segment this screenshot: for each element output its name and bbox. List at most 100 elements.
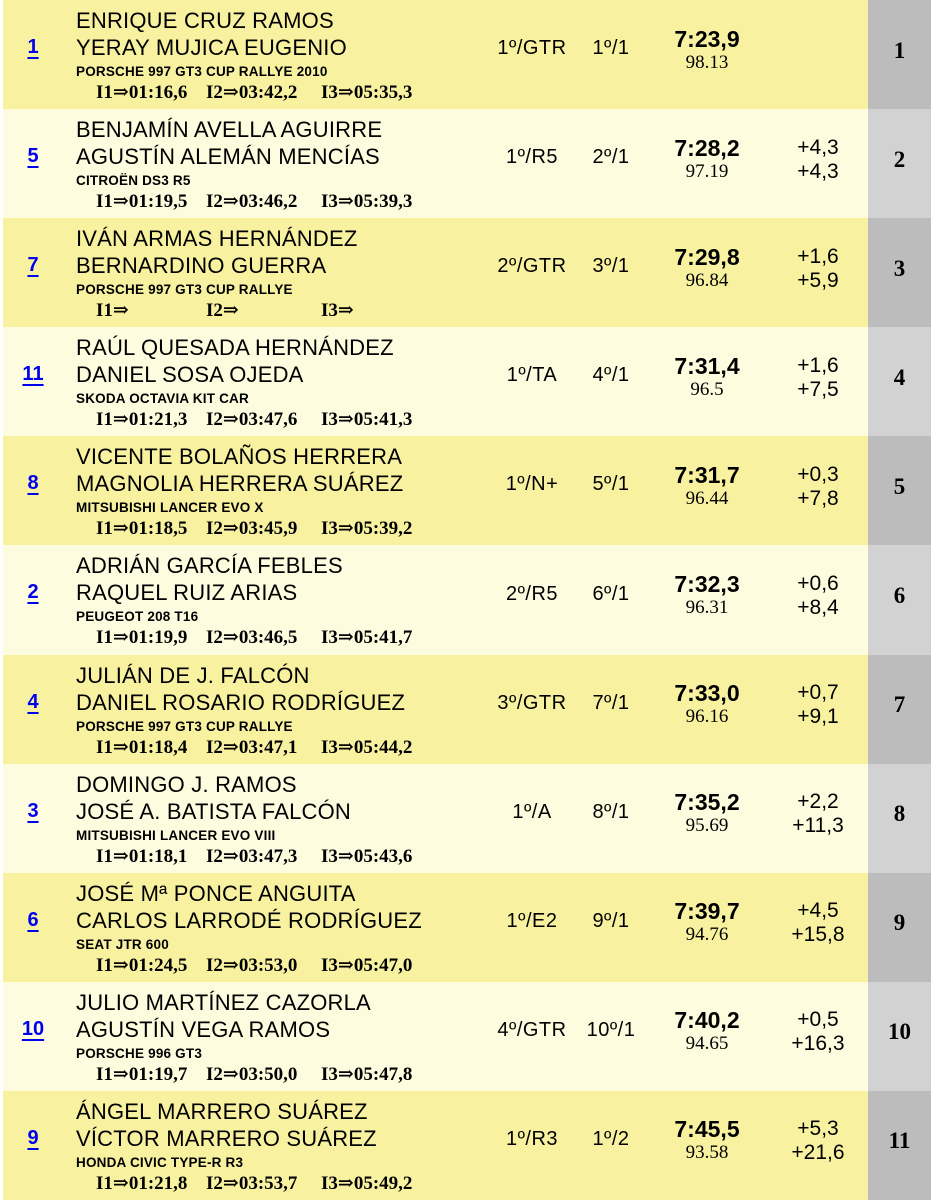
intermediate-i1: I1⇒01:19,9 <box>96 627 188 649</box>
stage-time: 7:39,7 <box>674 898 740 925</box>
driver-name: IVÁN ARMAS HERNÁNDEZ <box>76 226 358 252</box>
group-position: 6º/1 <box>576 545 646 655</box>
car-number-link[interactable]: 7 <box>27 254 39 277</box>
car-number-link[interactable]: 9 <box>27 1126 39 1149</box>
car-number-link[interactable]: 6 <box>27 908 39 931</box>
result-row: 4 JULIÁN DE J. FALCÓN DANIEL ROSARIO ROD… <box>3 654 931 764</box>
crew-cell: BENJAMÍN AVELLA AGUIRRE AGUSTÍN ALEMÁN M… <box>63 109 488 219</box>
crew-cell: RAÚL QUESADA HERNÁNDEZ DANIEL SOSA OJEDA… <box>63 327 488 437</box>
overall-position-cell: 4 <box>868 327 931 437</box>
intermediate-i2: I2⇒03:50,0 <box>206 1063 298 1085</box>
class-position: 1º/GTR <box>488 0 576 110</box>
gap-to-previous: +1,6 <box>797 244 839 268</box>
car-number-cell: 8 <box>3 436 63 546</box>
overall-position-cell: 7 <box>868 654 931 764</box>
gap-to-previous: +0,7 <box>797 681 839 705</box>
car-number-link[interactable]: 10 <box>21 1017 45 1040</box>
average-speed: 93.58 <box>685 1142 729 1164</box>
time-cell: 7:23,9 98.13 <box>646 0 768 110</box>
car-model: PORSCHE 997 GT3 CUP RALLYE 2010 <box>76 64 328 79</box>
driver-name: JULIÁN DE J. FALCÓN <box>76 662 310 688</box>
gap-cell <box>768 0 868 110</box>
car-number-link[interactable]: 11 <box>22 363 44 386</box>
overall-position: 6 <box>893 583 906 609</box>
result-row: 8 VICENTE BOLAÑOS HERRERA MAGNOLIA HERRE… <box>3 436 931 546</box>
crew-cell: DOMINGO J. RAMOS JOSÉ A. BATISTA FALCÓN … <box>63 763 488 873</box>
crew-cell: JULIO MARTÍNEZ CAZORLA AGUSTÍN VEGA RAMO… <box>63 981 488 1091</box>
overall-position: 2 <box>893 146 906 172</box>
gap-to-leader: +8,4 <box>797 596 839 620</box>
group-position: 5º/1 <box>576 436 646 546</box>
group-position: 1º/2 <box>576 1090 646 1200</box>
gap-to-previous: +1,6 <box>797 353 839 377</box>
car-number-cell: 10 <box>3 981 63 1091</box>
intermediate-i1: I1⇒01:16,6 <box>96 82 188 103</box>
overall-position: 10 <box>888 1019 911 1045</box>
intermediate-times: I1⇒ I2⇒ I3⇒ <box>76 298 488 321</box>
intermediate-i2: I2⇒03:53,0 <box>206 954 298 976</box>
intermediate-i3: I3⇒05:41,3 <box>321 409 413 431</box>
car-model: SEAT JTR 600 <box>76 936 169 952</box>
car-model: PORSCHE 996 GT3 <box>76 1045 203 1061</box>
class-position: 1º/R3 <box>488 1090 576 1200</box>
intermediate-i3: I3⇒05:41,7 <box>321 627 413 649</box>
result-row: 11 RAÚL QUESADA HERNÁNDEZ DANIEL SOSA OJ… <box>3 327 931 437</box>
group-position: 7º/1 <box>576 654 646 764</box>
class-position: 1º/N+ <box>488 436 576 546</box>
gap-to-previous: +0,5 <box>797 1008 839 1032</box>
intermediate-i1: I1⇒01:18,1 <box>96 845 188 867</box>
time-cell: 7:31,7 96.44 <box>646 436 768 546</box>
intermediate-i1: I1⇒01:21,8 <box>96 1172 188 1194</box>
average-speed: 96.44 <box>685 487 729 509</box>
intermediate-i3: I3⇒05:35,3 <box>321 82 413 103</box>
gap-cell: +0,6 +8,4 <box>768 545 868 655</box>
gap-to-previous: +2,2 <box>797 790 839 814</box>
intermediate-times: I1⇒01:18,1 I2⇒03:47,3 I3⇒05:43,6 <box>76 844 488 867</box>
intermediate-i3: I3⇒05:43,6 <box>321 845 413 867</box>
result-row: 7 IVÁN ARMAS HERNÁNDEZ BERNARDINO GUERRA… <box>3 218 931 328</box>
intermediate-i2: I2⇒03:47,3 <box>206 845 298 867</box>
result-row: 9 ÁNGEL MARRERO SUÁREZ VÍCTOR MARRERO SU… <box>3 1090 931 1200</box>
driver-name: JOSÉ Mª PONCE ANGUITA <box>76 880 356 906</box>
group-position: 2º/1 <box>576 109 646 219</box>
result-row: 3 DOMINGO J. RAMOS JOSÉ A. BATISTA FALCÓ… <box>3 763 931 873</box>
car-model: CITROËN DS3 R5 <box>76 173 191 189</box>
car-number-link[interactable]: 8 <box>27 472 39 495</box>
gap-to-leader: +11,3 <box>792 814 844 838</box>
group-position: 3º/1 <box>576 218 646 328</box>
intermediate-i2: I2⇒03:42,2 <box>206 82 298 103</box>
class-position: 2º/GTR <box>488 218 576 328</box>
stage-time: 7:29,8 <box>674 243 740 270</box>
codriver-name: BERNARDINO GUERRA <box>76 253 327 279</box>
codriver-name: AGUSTÍN ALEMÁN MENCÍAS <box>76 144 380 170</box>
car-number-link[interactable]: 5 <box>27 145 39 168</box>
intermediate-i1: I1⇒01:21,3 <box>96 409 188 431</box>
gap-cell: +1,6 +5,9 <box>768 218 868 328</box>
overall-position-cell: 6 <box>868 545 931 655</box>
gap-to-previous: +5,3 <box>797 1117 839 1141</box>
group-position: 8º/1 <box>576 763 646 873</box>
time-cell: 7:31,4 96.5 <box>646 327 768 437</box>
crew-cell: ÁNGEL MARRERO SUÁREZ VÍCTOR MARRERO SUÁR… <box>63 1090 488 1200</box>
driver-name: BENJAMÍN AVELLA AGUIRRE <box>76 117 383 143</box>
group-position: 1º/1 <box>576 0 646 110</box>
car-number-link[interactable]: 4 <box>27 690 39 713</box>
car-number-link[interactable]: 2 <box>27 581 39 604</box>
stage-time: 7:32,3 <box>674 571 740 598</box>
gap-to-leader: +9,1 <box>797 705 839 729</box>
result-row: 6 JOSÉ Mª PONCE ANGUITA CARLOS LARRODÉ R… <box>3 872 931 982</box>
gap-cell: +0,7 +9,1 <box>768 654 868 764</box>
car-number-link[interactable]: 3 <box>27 799 39 822</box>
class-position: 4º/GTR <box>488 981 576 1091</box>
car-number-link[interactable]: 1 <box>27 36 39 58</box>
intermediate-times: I1⇒01:24,5 I2⇒03:53,0 I3⇒05:47,0 <box>76 953 488 976</box>
car-number-cell: 1 <box>3 0 63 110</box>
driver-name: RAÚL QUESADA HERNÁNDEZ <box>76 335 394 361</box>
overall-position: 4 <box>893 364 906 390</box>
intermediate-i2: I2⇒03:46,5 <box>206 627 298 649</box>
group-position: 10º/1 <box>576 981 646 1091</box>
gap-to-leader: +21,6 <box>791 1141 845 1165</box>
car-number-cell: 2 <box>3 545 63 655</box>
intermediate-i2: I2⇒03:53,7 <box>206 1172 298 1194</box>
